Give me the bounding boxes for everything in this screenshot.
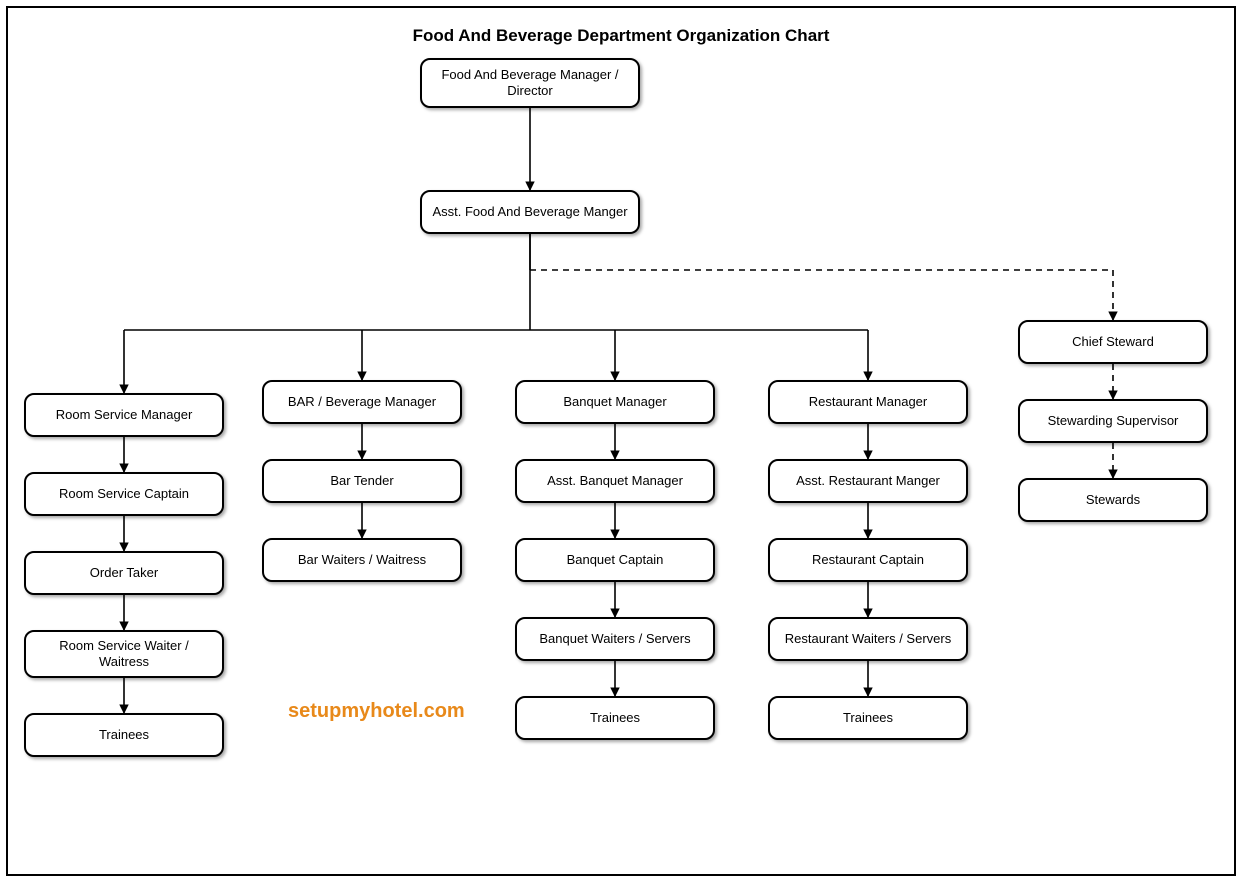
node-bq-captain: Banquet Captain <box>515 538 715 582</box>
node-asst-fb: Asst. Food And Beverage Manger <box>420 190 640 234</box>
chart-title: Food And Beverage Department Organizatio… <box>0 26 1242 46</box>
node-stew-super: Stewarding Supervisor <box>1018 399 1208 443</box>
node-stewards: Stewards <box>1018 478 1208 522</box>
node-rest-trainees: Trainees <box>768 696 968 740</box>
node-bq-waiters: Banquet Waiters / Servers <box>515 617 715 661</box>
node-rs-manager: Room Service Manager <box>24 393 224 437</box>
org-chart-frame: Food And Beverage Department Organizatio… <box>0 0 1242 882</box>
node-rs-captain: Room Service Captain <box>24 472 224 516</box>
node-rest-waiters: Restaurant Waiters / Servers <box>768 617 968 661</box>
node-bar-waiters: Bar Waiters / Waitress <box>262 538 462 582</box>
watermark: setupmyhotel.com <box>288 700 465 723</box>
node-bq-asst: Asst. Banquet Manager <box>515 459 715 503</box>
node-bar-manager: BAR / Beverage Manager <box>262 380 462 424</box>
node-rest-captain: Restaurant Captain <box>768 538 968 582</box>
node-chief-steward: Chief Steward <box>1018 320 1208 364</box>
node-bar-tender: Bar Tender <box>262 459 462 503</box>
node-rest-asst: Asst. Restaurant Manger <box>768 459 968 503</box>
node-rest-manager: Restaurant Manager <box>768 380 968 424</box>
node-rs-waiter: Room Service Waiter / Waitress <box>24 630 224 678</box>
node-bq-manager: Banquet Manager <box>515 380 715 424</box>
node-rs-ordertaker: Order Taker <box>24 551 224 595</box>
node-rs-trainees: Trainees <box>24 713 224 757</box>
node-bq-trainees: Trainees <box>515 696 715 740</box>
node-fb-manager: Food And Beverage Manager / Director <box>420 58 640 108</box>
